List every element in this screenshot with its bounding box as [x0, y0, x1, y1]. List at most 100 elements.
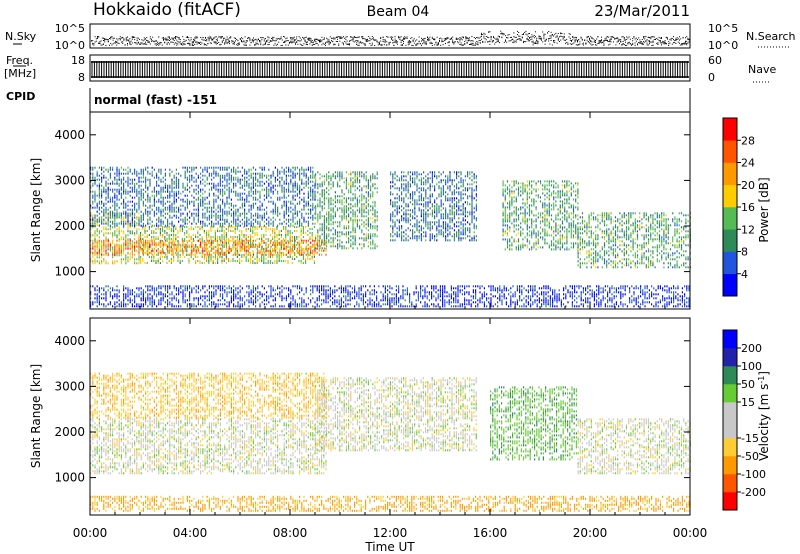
range-cell: [207, 179, 208, 181]
range-cell: [248, 191, 249, 193]
range-cell: [259, 217, 260, 219]
noise-dot: [143, 44, 144, 45]
range-cell: [248, 240, 249, 242]
range-cell: [176, 254, 177, 256]
noise-right-tick-top: 10^5: [708, 22, 738, 35]
range-cell: [237, 248, 238, 250]
range-cell: [138, 205, 139, 207]
range-cell: [312, 228, 313, 230]
range-cell: [189, 240, 190, 242]
range-cell: [299, 246, 300, 248]
range-cell: [207, 207, 208, 209]
range-cell: [237, 225, 238, 227]
range-cell: [149, 201, 150, 203]
range-cell: [273, 213, 274, 215]
noise-dot: [120, 36, 121, 37]
range-cell: [185, 223, 186, 225]
range-cell: [147, 236, 148, 238]
noise-dot: [608, 44, 609, 45]
range-cell: [160, 201, 161, 203]
range-cell: [213, 203, 214, 205]
range-cell: [222, 223, 223, 225]
range-cell: [160, 215, 161, 217]
range-cell: [163, 203, 164, 205]
range-cell: [114, 262, 115, 264]
noise-dot: [497, 39, 498, 40]
range-cell: [202, 209, 203, 211]
noise-dot: [211, 38, 212, 39]
range-cell: [309, 238, 310, 240]
noise-dot: [111, 45, 112, 46]
range-cell: [250, 234, 251, 236]
noise-dot: [512, 39, 513, 40]
noise-dot: [558, 39, 559, 40]
range-cell: [160, 223, 161, 225]
noise-dot: [416, 44, 417, 45]
noise-dot: [218, 37, 219, 38]
noise-dot: [129, 38, 130, 39]
noise-dot: [92, 43, 93, 44]
range-cell: [99, 203, 100, 205]
noise-dot: [240, 39, 241, 40]
range-cell: [188, 260, 189, 262]
range-cell: [196, 173, 197, 175]
range-cell: [136, 218, 137, 220]
range-cell: [229, 225, 230, 227]
noise-dot: [138, 42, 139, 43]
range-cell: [255, 244, 256, 246]
range-cell: [173, 232, 174, 234]
range-cell: [180, 209, 181, 211]
noise-dot: [572, 43, 573, 44]
range-cell: [123, 179, 124, 181]
range-cell: [189, 203, 190, 205]
noise-dot: [290, 38, 291, 39]
range-cell: [154, 242, 155, 244]
range-cell: [268, 223, 269, 225]
noise-dot: [309, 43, 310, 44]
noise-dot: [606, 37, 607, 38]
noise-dot: [175, 37, 176, 38]
range-cell: [101, 219, 102, 221]
range-cell: [112, 262, 113, 264]
noise-dot: [315, 39, 316, 40]
noise-dot: [649, 41, 650, 42]
range-cell: [163, 250, 164, 252]
range-cell: [105, 260, 106, 262]
range-cell: [114, 179, 115, 181]
range-cell: [284, 195, 285, 197]
range-cell: [127, 183, 128, 185]
range-cell: [130, 187, 131, 189]
range-cell: [286, 213, 287, 215]
noise-dot: [215, 37, 216, 38]
range-cell: [276, 228, 277, 230]
range-cell: [229, 175, 230, 177]
range-cell: [255, 185, 256, 187]
range-cell: [208, 230, 209, 232]
noise-dot: [131, 41, 132, 42]
range-cell: [160, 262, 161, 264]
range-cell: [110, 215, 111, 217]
range-cell: [193, 203, 194, 205]
noise-dot: [402, 45, 403, 46]
range-cell: [226, 254, 227, 256]
range-cell: [193, 201, 194, 203]
range-cell: [237, 242, 238, 244]
noise-dot: [617, 38, 618, 39]
range-cell: [136, 262, 137, 264]
noise-dot: [653, 41, 654, 42]
range-cell: [143, 175, 144, 177]
range-cell: [204, 191, 205, 193]
range-cell: [130, 209, 131, 211]
range-cell: [195, 234, 196, 236]
noise-dot: [167, 39, 168, 40]
range-cell: [266, 187, 267, 189]
range-cell: [125, 254, 126, 256]
range-cell: [259, 185, 260, 187]
range-cell: [171, 185, 172, 187]
range-cell: [151, 230, 152, 232]
noise-dot: [329, 41, 330, 42]
range-cell: [156, 191, 157, 193]
range-cell: [220, 169, 221, 171]
range-cell: [149, 226, 150, 228]
range-cell: [149, 213, 150, 215]
